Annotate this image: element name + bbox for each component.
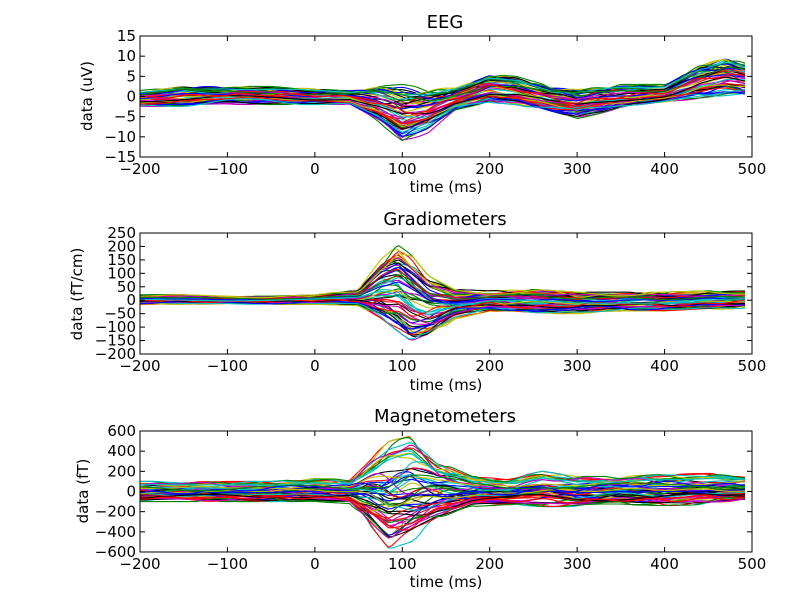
gradiometers-y-tick-label: 50 — [117, 278, 136, 296]
eeg-channel-trace — [140, 66, 746, 105]
magnetometers-channel-trace — [140, 475, 746, 497]
magnetometers-y-tick-label: −600 — [95, 543, 136, 561]
eeg-x-tick-label: 300 — [563, 160, 592, 178]
magnetometers-x-tick-label: −200 — [119, 555, 160, 573]
magnetometers-x-axis-label: time (ms) — [410, 573, 483, 591]
eeg-ticks: −200 −100 0 100 200 300 400 500 −15 −10 −5 0 5 10 15 — [104, 27, 766, 178]
subplot-gradiometers: Gradiometers −200 −100 0 100 200 300 400 500−20… — [68, 209, 766, 394]
eeg-y-axis-label: data (uV) — [78, 61, 96, 131]
gradiometers-y-tick-label: −150 — [95, 332, 136, 350]
gradiometers-y-axis-label: data (fT/cm) — [68, 248, 86, 341]
magnetometers-channel-trace — [140, 491, 746, 511]
eeg-channel-trace — [140, 84, 746, 128]
eeg-channel-trace — [140, 62, 746, 96]
magnetometers-channel-trace — [140, 474, 746, 492]
gradiometers-plot-title: Gradiometers — [383, 209, 506, 230]
eeg-y-tick-label: 5 — [126, 67, 136, 85]
gradiometers-x-tick-label: 100 — [388, 357, 417, 375]
magnetometers-traces — [140, 435, 746, 549]
eeg-x-tick-label: −200 — [119, 160, 160, 178]
magnetometers-ticks: −200 −100 0 100 200 300 400 500 −600 −400 −200 0 200… — [95, 422, 767, 573]
magnetometers-y-tick-label: 200 — [107, 462, 136, 480]
gradiometers-y-tick-label: −100 — [95, 318, 136, 336]
gradiometers-axes-frame — [139, 232, 753, 355]
magnetometers-channel-trace — [140, 453, 746, 486]
gradiometers-channel-trace — [140, 302, 746, 340]
eeg-x-tick-label: 0 — [310, 160, 320, 178]
eeg-channel-trace — [140, 66, 746, 102]
gradiometers-x-tick-label: −200 — [119, 357, 160, 375]
magnetometers-channel-trace — [140, 442, 746, 488]
gradiometers-x-tick-label: 0 — [310, 357, 320, 375]
eeg-x-tick-label: −100 — [207, 160, 248, 178]
eeg-x-tick-label: 100 — [388, 160, 417, 178]
gradiometers-x-tick-label: −100 — [207, 357, 248, 375]
gradiometers-x-tick-label: 300 — [563, 357, 592, 375]
gradiometers-x-tick-label: 500 — [738, 357, 767, 375]
eeg-y-tick-label: 0 — [126, 88, 136, 106]
magnetometers-channel-trace — [140, 498, 746, 538]
magnetometers-channel-trace — [140, 493, 746, 516]
magnetometers-x-tick-label: −100 — [207, 555, 248, 573]
magnetometers-x-tick-label: 400 — [650, 555, 679, 573]
magnetometers-channel-trace — [140, 489, 745, 502]
magnetometers-y-tick-label: 0 — [126, 483, 136, 501]
magnetometers-channel-trace — [140, 444, 746, 490]
magnetometers-x-tick-label: 300 — [563, 555, 592, 573]
eeg-y-tick-label: 15 — [117, 27, 136, 45]
eeg-y-tick-label: −5 — [114, 108, 136, 126]
gradiometers-x-tick-label: 400 — [650, 357, 679, 375]
gradiometers-x-axis-label: time (ms) — [410, 376, 483, 394]
gradiometers-channel-trace — [140, 274, 746, 301]
eeg-plot-title: EEG — [427, 12, 464, 33]
eeg-y-tick-label: 10 — [117, 47, 136, 65]
magnetometers-y-axis-label: data (fT) — [74, 459, 92, 524]
magnetometers-y-tick-label: −400 — [95, 523, 136, 541]
gradiometers-y-tick-label: 0 — [126, 291, 136, 309]
eeg-channel-trace — [140, 89, 746, 133]
eeg-y-tick-label: −15 — [104, 148, 136, 166]
gradiometers-y-tick-label: 250 — [107, 224, 136, 242]
eeg-x-tick-label: 200 — [475, 160, 504, 178]
eeg-y-tick-label: −10 — [104, 128, 136, 146]
eeg-x-tick-label: 500 — [738, 160, 767, 178]
magnetometers-channel-trace — [140, 496, 746, 531]
gradiometers-y-tick-label: −200 — [95, 345, 136, 363]
gradiometers-y-tick-label: 200 — [107, 237, 136, 255]
gradiometers-y-tick-label: −50 — [104, 305, 136, 323]
magnetometers-x-tick-label: 200 — [475, 555, 504, 573]
gradiometers-y-tick-label: 150 — [107, 251, 136, 269]
subplot-magnetometers: Magnetometers −200 −100 0 100 200 300 400 500 −6… — [74, 406, 766, 591]
eeg-channel-trace — [140, 84, 746, 131]
magnetometers-x-tick-label: 500 — [738, 555, 767, 573]
magnetometers-y-tick-label: 600 — [107, 422, 136, 440]
eeg-channel-trace — [140, 72, 746, 114]
eeg-x-tick-label: 400 — [650, 160, 679, 178]
gradiometers-y-tick-label: 100 — [107, 264, 136, 282]
eeg-channel-trace — [140, 73, 746, 115]
magnetometers-y-tick-label: −200 — [95, 503, 136, 521]
magnetometers-x-tick-label: 100 — [388, 555, 417, 573]
gradiometers-ticks: −200 −100 0 100 200 300 400 500−200−150−100−500… — [95, 224, 767, 375]
eeg-channel-trace — [140, 76, 746, 115]
gradiometers-channel-trace — [140, 281, 745, 304]
gradiometers-traces — [140, 245, 746, 341]
magnetometers-y-tick-label: 400 — [107, 442, 136, 460]
magnetometers-x-tick-label: 0 — [310, 555, 320, 573]
gradiometers-channel-trace — [140, 253, 746, 299]
eeg-x-axis-label: time (ms) — [410, 178, 483, 196]
eeg-channel-trace — [140, 61, 746, 96]
magnetometers-plot-title: Magnetometers — [374, 406, 516, 427]
gradiometers-x-tick-label: 200 — [475, 357, 504, 375]
eeg-traces — [140, 58, 746, 142]
gradiometers-channel-trace — [140, 290, 745, 313]
subplot-eeg: EEG −200 −100 0 100 200 300 400 500 −15 −10 −5 0 5 10… — [78, 12, 766, 196]
